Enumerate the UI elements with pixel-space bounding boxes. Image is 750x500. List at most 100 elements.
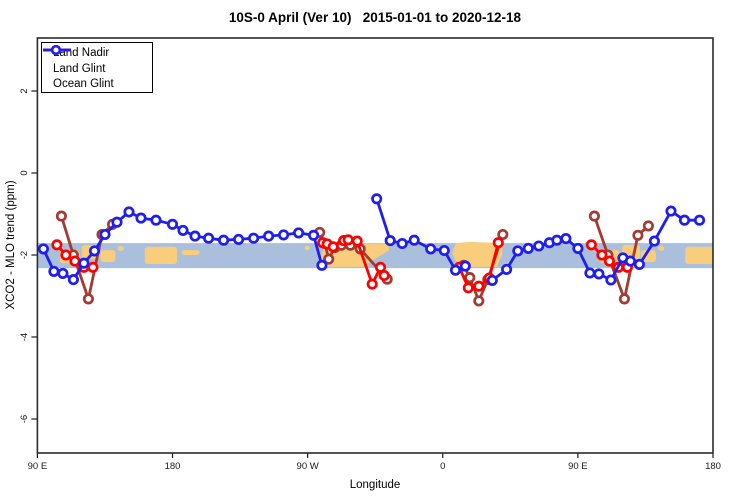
legend-label-ocean-glint: Ocean Glint (53, 78, 114, 91)
land-overlay-blob (685, 246, 713, 265)
data-point (371, 193, 383, 205)
data-point (111, 216, 123, 228)
data-point (293, 227, 305, 239)
data-point (88, 245, 101, 257)
data-point (87, 261, 99, 273)
data-point (633, 258, 645, 270)
data-point (166, 218, 179, 230)
data-point (78, 257, 90, 269)
data-point (99, 228, 111, 241)
data-point (459, 260, 471, 272)
data-point (203, 232, 215, 244)
chart-title: 10S-0 April (Ver 10) 2015-01-01 to 2020-… (228, 10, 522, 25)
data-point (501, 263, 513, 275)
x-tick-label: 0 (440, 461, 445, 472)
data-point (449, 264, 462, 276)
x-axis-label: Longitude (349, 479, 401, 491)
data-point (693, 214, 706, 226)
data-point (177, 224, 189, 236)
data-point (263, 230, 275, 242)
data-point (462, 282, 474, 294)
data-point (624, 255, 636, 267)
data-point (473, 280, 485, 292)
y-axis-label: XCO2 - MLO trend (ppm) (5, 180, 17, 310)
data-point (323, 253, 335, 265)
data-point (278, 229, 290, 241)
data-point (425, 243, 437, 255)
data-point (533, 240, 545, 252)
data-point (316, 259, 328, 271)
land-overlay-blob (640, 250, 656, 262)
x-tick-label: 180 (705, 461, 721, 472)
data-point (67, 274, 79, 286)
data-point (82, 293, 94, 305)
data-point (366, 278, 378, 290)
x-tick-label: 90 W (297, 461, 319, 472)
legend-key-ocean-glint-icon (43, 44, 71, 56)
data-point (69, 255, 81, 267)
data-point (378, 269, 390, 282)
data-point (605, 274, 617, 286)
legend-label-land-glint: Land Glint (53, 62, 106, 75)
data-point (408, 234, 420, 246)
data-point (588, 210, 600, 222)
data-point (327, 241, 339, 253)
data-point (512, 245, 524, 257)
data-point (351, 235, 363, 247)
data-point (233, 233, 245, 245)
data-point (48, 265, 60, 277)
land-overlay-blob (658, 245, 665, 251)
x-tick-label: 180 (165, 461, 181, 472)
data-point (438, 244, 450, 257)
data-point (55, 210, 67, 222)
data-point (618, 293, 630, 305)
land-overlay-blob (144, 246, 178, 265)
data-point (57, 267, 69, 279)
data-point (189, 230, 201, 242)
data-point (560, 233, 572, 245)
y-tick-label: 0 (19, 170, 30, 175)
data-point (123, 206, 135, 218)
data-point (473, 295, 485, 307)
series-ocean-glint (37, 193, 706, 286)
plot-area (37, 193, 713, 307)
data-point (396, 237, 408, 250)
data-point (486, 274, 498, 286)
data-point (51, 239, 63, 251)
data-point (248, 232, 260, 244)
legend-item-ocean-glint: Ocean Glint (42, 44, 152, 93)
y-tick-label: -2 (19, 251, 30, 259)
data-point (384, 235, 396, 247)
plot-border (36, 37, 714, 454)
legend-item-land-glint: Land Glint (42, 44, 152, 78)
data-point (342, 234, 354, 246)
land-overlay-blob (304, 245, 310, 251)
data-point (584, 267, 596, 279)
data-point (572, 242, 584, 254)
data-point (593, 268, 605, 280)
x-tick-label: 90 E (28, 461, 48, 472)
data-point (642, 220, 654, 232)
data-point (603, 255, 615, 267)
data-point (150, 214, 162, 226)
data-point (37, 243, 49, 255)
data-point (648, 235, 660, 247)
data-point (308, 229, 320, 241)
data-point (492, 237, 504, 249)
data-point (135, 212, 147, 224)
y-tick-label: -4 (19, 333, 30, 341)
legend: Land Nadir Land Glint Ocean Glint (41, 42, 153, 93)
data-point (551, 234, 563, 246)
land-overlay-blob (100, 250, 116, 262)
data-point (632, 229, 644, 241)
land-overlay-blob (117, 245, 124, 251)
y-tick-label: -6 (19, 415, 30, 423)
data-point (596, 249, 608, 261)
data-point (678, 214, 691, 226)
data-point (522, 242, 534, 254)
data-point (464, 272, 476, 284)
land-overlay-blob (181, 250, 200, 255)
data-point (497, 228, 509, 241)
